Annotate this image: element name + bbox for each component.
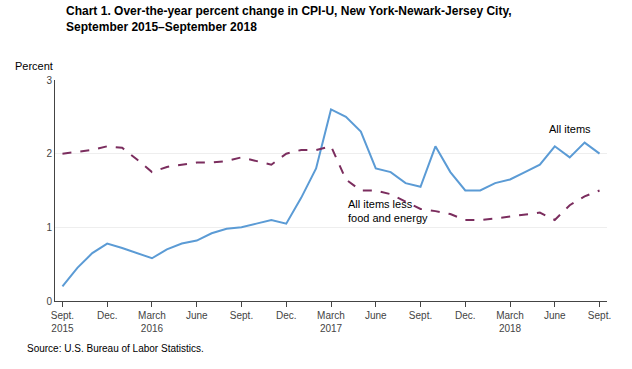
svg-text:1: 1 <box>46 222 52 233</box>
svg-text:Sept.: Sept. <box>230 310 253 321</box>
svg-text:Dec.: Dec. <box>455 310 476 321</box>
svg-text:March2017: March2017 <box>317 310 345 334</box>
svg-text:March2018: March2018 <box>496 310 524 334</box>
svg-text:June: June <box>365 310 387 321</box>
svg-text:Sept.: Sept. <box>588 310 611 321</box>
svg-text:Percent: Percent <box>15 60 53 72</box>
svg-text:Chart 1. Over-the-year percent: Chart 1. Over-the-year percent change in… <box>66 4 512 34</box>
svg-text:All items: All items <box>549 123 591 135</box>
svg-text:Dec.: Dec. <box>276 310 297 321</box>
svg-text:June: June <box>544 310 566 321</box>
svg-text:All items lessfood and energy: All items lessfood and energy <box>348 198 428 224</box>
svg-text:Source: U.S. Bureau of Labor S: Source: U.S. Bureau of Labor Statistics. <box>27 343 204 354</box>
svg-text:Dec.: Dec. <box>97 310 118 321</box>
svg-text:June: June <box>186 310 208 321</box>
svg-text:Sept.: Sept. <box>409 310 432 321</box>
svg-text:March2016: March2016 <box>138 310 166 334</box>
svg-text:0: 0 <box>46 296 52 307</box>
svg-text:2: 2 <box>46 148 52 159</box>
svg-text:Sept.2015: Sept.2015 <box>51 310 74 334</box>
svg-text:3: 3 <box>46 75 52 86</box>
